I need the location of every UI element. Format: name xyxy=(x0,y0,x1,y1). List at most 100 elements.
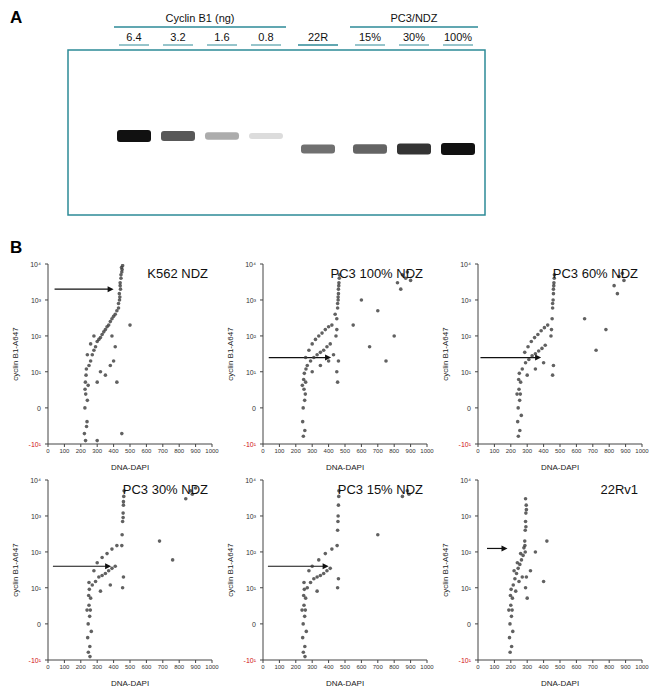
svg-text:400: 400 xyxy=(539,448,550,454)
svg-text:300: 300 xyxy=(307,448,318,454)
svg-text:10¹: 10¹ xyxy=(461,369,472,376)
svg-text:400: 400 xyxy=(324,664,335,670)
svg-text:cyclin B1-A647: cyclin B1-A647 xyxy=(226,327,235,381)
svg-text:500: 500 xyxy=(340,448,351,454)
svg-text:10²: 10² xyxy=(246,333,257,340)
svg-text:1000: 1000 xyxy=(205,664,219,670)
svg-text:1000: 1000 xyxy=(635,448,649,454)
svg-text:700: 700 xyxy=(158,448,169,454)
svg-text:10¹: 10¹ xyxy=(31,585,42,592)
svg-text:3.2: 3.2 xyxy=(170,31,185,43)
svg-text:300: 300 xyxy=(92,664,103,670)
svg-text:0: 0 xyxy=(46,664,50,670)
svg-text:0: 0 xyxy=(467,405,471,412)
svg-text:-10¹: -10¹ xyxy=(29,441,42,448)
svg-text:100: 100 xyxy=(489,664,500,670)
svg-text:900: 900 xyxy=(406,664,417,670)
svg-text:700: 700 xyxy=(373,664,384,670)
svg-text:600: 600 xyxy=(571,664,582,670)
svg-text:300: 300 xyxy=(307,664,318,670)
svg-text:400: 400 xyxy=(539,664,550,670)
svg-text:10⁴: 10⁴ xyxy=(30,261,41,268)
svg-text:700: 700 xyxy=(588,448,599,454)
svg-text:800: 800 xyxy=(174,664,185,670)
svg-text:10⁴: 10⁴ xyxy=(460,261,471,268)
svg-text:10⁴: 10⁴ xyxy=(245,261,256,268)
svg-text:0: 0 xyxy=(252,621,256,628)
svg-text:cyclin B1-A647: cyclin B1-A647 xyxy=(226,543,235,597)
svg-text:200: 200 xyxy=(506,448,517,454)
svg-text:600: 600 xyxy=(356,448,367,454)
svg-text:-10¹: -10¹ xyxy=(29,657,42,664)
svg-text:100: 100 xyxy=(59,664,70,670)
svg-text:900: 900 xyxy=(191,664,202,670)
svg-text:10¹: 10¹ xyxy=(461,585,472,592)
svg-text:500: 500 xyxy=(555,664,566,670)
svg-text:700: 700 xyxy=(373,448,384,454)
svg-text:cyclin B1-A647: cyclin B1-A647 xyxy=(441,327,450,381)
svg-text:10²: 10² xyxy=(461,333,472,340)
svg-text:10³: 10³ xyxy=(461,297,472,304)
svg-text:0: 0 xyxy=(252,405,256,412)
svg-text:1000: 1000 xyxy=(205,448,219,454)
svg-text:0: 0 xyxy=(37,621,41,628)
svg-text:15%: 15% xyxy=(359,31,381,43)
svg-text:100%: 100% xyxy=(444,31,472,43)
svg-text:200: 200 xyxy=(291,448,302,454)
svg-text:200: 200 xyxy=(76,664,87,670)
svg-text:600: 600 xyxy=(141,448,152,454)
svg-text:10¹: 10¹ xyxy=(246,585,257,592)
svg-text:cyclin B1-A647: cyclin B1-A647 xyxy=(11,327,20,381)
svg-text:300: 300 xyxy=(522,664,533,670)
svg-text:cyclin B1-A647: cyclin B1-A647 xyxy=(441,543,450,597)
svg-text:500: 500 xyxy=(125,664,136,670)
svg-text:100: 100 xyxy=(274,664,285,670)
svg-text:400: 400 xyxy=(324,448,335,454)
svg-text:300: 300 xyxy=(522,448,533,454)
svg-text:6.4: 6.4 xyxy=(126,31,141,43)
svg-text:100: 100 xyxy=(489,448,500,454)
svg-text:10¹: 10¹ xyxy=(31,369,42,376)
svg-text:400: 400 xyxy=(109,448,120,454)
svg-text:DNA-DAPI: DNA-DAPI xyxy=(111,463,149,472)
svg-text:800: 800 xyxy=(604,664,615,670)
svg-text:Cyclin B1 (ng): Cyclin B1 (ng) xyxy=(165,12,234,24)
svg-text:500: 500 xyxy=(555,448,566,454)
svg-text:10⁴: 10⁴ xyxy=(30,477,41,484)
svg-text:-10¹: -10¹ xyxy=(244,657,257,664)
svg-text:DNA-DAPI: DNA-DAPI xyxy=(541,679,579,688)
svg-text:900: 900 xyxy=(621,664,632,670)
svg-text:400: 400 xyxy=(109,664,120,670)
svg-text:200: 200 xyxy=(506,664,517,670)
svg-text:600: 600 xyxy=(356,664,367,670)
svg-text:1000: 1000 xyxy=(635,664,649,670)
svg-text:DNA-DAPI: DNA-DAPI xyxy=(326,679,364,688)
svg-text:0: 0 xyxy=(476,448,480,454)
svg-text:10²: 10² xyxy=(31,549,42,556)
svg-text:1.6: 1.6 xyxy=(214,31,229,43)
svg-text:600: 600 xyxy=(141,664,152,670)
svg-text:700: 700 xyxy=(158,664,169,670)
svg-text:10²: 10² xyxy=(461,549,472,556)
svg-text:0.8: 0.8 xyxy=(258,31,273,43)
svg-text:0: 0 xyxy=(261,448,265,454)
svg-text:30%: 30% xyxy=(403,31,425,43)
svg-text:800: 800 xyxy=(604,448,615,454)
svg-text:500: 500 xyxy=(125,448,136,454)
svg-text:10²: 10² xyxy=(31,333,42,340)
svg-text:100: 100 xyxy=(274,448,285,454)
svg-text:10³: 10³ xyxy=(246,297,257,304)
svg-text:0: 0 xyxy=(467,621,471,628)
svg-text:10²: 10² xyxy=(246,549,257,556)
svg-text:200: 200 xyxy=(76,448,87,454)
svg-text:900: 900 xyxy=(621,448,632,454)
svg-text:DNA-DAPI: DNA-DAPI xyxy=(326,463,364,472)
svg-text:0: 0 xyxy=(46,448,50,454)
svg-text:-10¹: -10¹ xyxy=(459,441,472,448)
svg-text:-10¹: -10¹ xyxy=(244,441,257,448)
svg-text:500: 500 xyxy=(340,664,351,670)
svg-text:22R: 22R xyxy=(308,31,328,43)
svg-text:600: 600 xyxy=(571,448,582,454)
svg-text:800: 800 xyxy=(389,664,400,670)
svg-text:10⁴: 10⁴ xyxy=(460,477,471,484)
